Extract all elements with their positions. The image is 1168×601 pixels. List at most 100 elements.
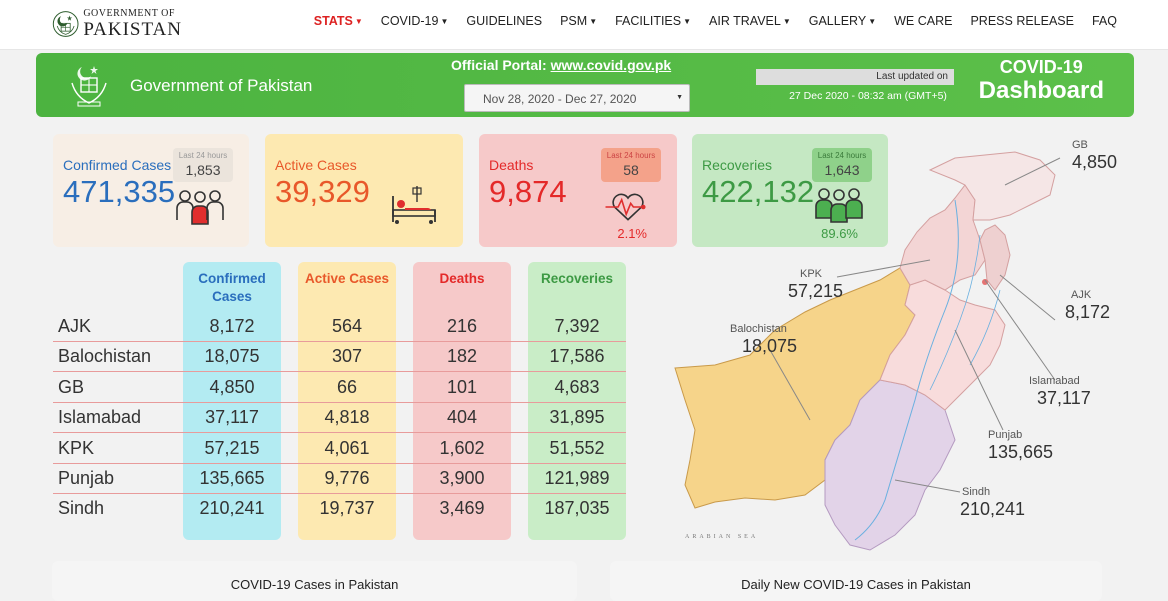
daily-cases-chart-title: Daily New COVID-19 Cases in Pakistan (741, 577, 971, 592)
recoveries-last24-value: 1,643 (824, 162, 860, 178)
chevron-down-icon: ▼ (354, 17, 363, 26)
menu-item-stats[interactable]: STATS ▼ (313, 14, 363, 28)
pakistan-emblem-icon (52, 11, 79, 37)
daily-cases-chart-card: Daily New COVID-19 Cases in Pakistan (610, 561, 1102, 601)
column-header-confirmed: Confirmed Cases (198, 271, 266, 304)
table-row: Balochistan 18,075 307 182 17,586 (53, 342, 626, 372)
chevron-down-icon: ▼ (782, 17, 791, 26)
cases-chart-card: COVID-19 Cases in Pakistan (52, 561, 577, 601)
active-cell: 19,737 (319, 498, 375, 518)
cases-chart-title: COVID-19 Cases in Pakistan (230, 577, 399, 592)
chevron-down-icon: ▼ (440, 17, 449, 26)
recoveries-value: 422,132 (702, 174, 815, 209)
confirmed-cell: 37,117 (205, 407, 259, 427)
top-navbar: GOVERNMENT OF PAKISTAN STATS ▼ COVID-19 ▼ … (0, 0, 1168, 50)
table-row: AJK 8,172 564 216 7,392 (53, 312, 626, 342)
dashboard-title-line2: Dashboard (978, 76, 1104, 104)
dashboard-banner: Government of Pakistan Official Portal: … (36, 53, 1134, 117)
map-region-gb (928, 151, 1056, 221)
column-header-active: Active Cases (304, 271, 390, 286)
people-group-icon (176, 190, 224, 225)
active-cell: 564 (331, 316, 363, 336)
menu-item-faq[interactable]: FAQ (1091, 14, 1117, 28)
chevron-down-icon: ▼ (868, 17, 877, 26)
dashboard-title: COVID-19 Dashboard (978, 57, 1104, 104)
table-row: Punjab 135,665 9,776 3,900 121,989 (53, 464, 626, 494)
deaths-cell: 3,900 (439, 468, 485, 488)
recoveries-cell: 4,683 (554, 377, 600, 397)
region-name: Balochistan (58, 346, 152, 366)
menu-item-psm[interactable]: PSM ▼ (560, 14, 598, 28)
recoveries-cell: 7,392 (554, 316, 600, 336)
confirmed-cell: 18,075 (204, 346, 260, 366)
active-cases-label: Active Cases (275, 157, 357, 173)
confirmed-cases-value: 471,335 (63, 174, 176, 209)
last24-label: Last 24 hours (178, 151, 228, 160)
active-cell: 307 (331, 346, 363, 366)
menu-item-we-care[interactable]: WE CARE (894, 14, 953, 28)
confirmed-last24-value: 1,853 (185, 162, 221, 178)
dropdown-arrow-icon: ▼ (676, 94, 683, 101)
active-cell: 9,776 (324, 468, 370, 488)
map-region-sindh (824, 379, 956, 551)
chevron-down-icon: ▼ (589, 17, 598, 26)
confirmed-cell: 135,665 (199, 468, 265, 488)
arabian-sea-label: ARABIAN SEA (685, 534, 758, 540)
map-label-balochistan: Balochistan 18,075 (730, 323, 798, 356)
map-label-kpk: KPK 57,215 (788, 268, 844, 301)
map-label-ajk: AJK 8,172 (1065, 289, 1111, 322)
map-label-gb: GB 4,850 (1072, 139, 1118, 172)
region-name: KPK (58, 438, 95, 458)
map-label-islamabad: Islamabad 37,117 (1029, 375, 1091, 408)
deaths-label: Deaths (489, 157, 534, 173)
recoveries-cell: 31,895 (549, 407, 605, 427)
map-region-ajk (979, 224, 1011, 291)
deaths-card: Deaths 9,874 Last 24 hours 58 2.1% (479, 134, 677, 247)
confirmed-cases-card: Confirmed Cases 471,335 Last 24 hours 1,… (53, 134, 249, 247)
table-row: GB 4,850 66 101 4,683 (53, 373, 626, 403)
active-cases-value: 39,329 (275, 174, 370, 209)
region-name: Punjab (58, 468, 115, 488)
menu-item-facilities[interactable]: FACILITIES ▼ (615, 14, 692, 28)
menu-item-press-release[interactable]: PRESS RELEASE (970, 14, 1074, 28)
pakistan-map-graphic: ARABIAN SEA (674, 151, 1061, 551)
active-cell: 4,818 (324, 407, 370, 427)
confirmed-last24-box: Last 24 hours 1,853 (173, 148, 233, 182)
recoveries-cell: 187,035 (544, 498, 610, 518)
portal-label: Official Portal: (451, 57, 547, 73)
table-row: Sindh 210,241 19,737 3,469 187,035 (53, 494, 626, 524)
logo-text-line1: GOVERNMENT OF (83, 8, 175, 19)
heartbeat-icon (605, 193, 646, 221)
chevron-down-icon: ▼ (683, 17, 692, 26)
deaths-cell: 1,602 (439, 438, 485, 458)
portal-link[interactable]: www.covid.gov.pk (550, 57, 672, 73)
recoveries-percentage: 89.6% (821, 226, 858, 241)
logo-text-line2: PAKISTAN (83, 19, 182, 40)
last24-label: Last 24 hours (606, 151, 656, 160)
confirmed-cases-label: Confirmed Cases (63, 157, 172, 173)
menu-item-covid19[interactable]: COVID-19 ▼ (380, 14, 449, 28)
dashboard-title-line1: COVID-19 (999, 57, 1083, 77)
official-portal: Official Portal: www.covid.gov.pk (451, 57, 671, 73)
menu-item-air-travel[interactable]: AIR TRAVEL ▼ (709, 14, 791, 28)
pakistan-map[interactable]: ARABIAN SEA GB 4,850 KPK 57,215 AJK 8,17… (655, 140, 1135, 570)
deaths-value: 9,874 (489, 174, 567, 209)
deaths-percentage: 2.1% (617, 226, 647, 241)
state-emblem-icon (71, 66, 107, 107)
hospital-bed-icon (392, 186, 436, 224)
recoveries-card: Recoveries 422,132 Last 24 hours 1,643 8… (692, 134, 888, 247)
confirmed-cell: 210,241 (199, 498, 265, 518)
region-name: AJK (58, 316, 92, 336)
map-label-punjab: Punjab 135,665 (988, 429, 1054, 462)
deaths-cell: 101 (446, 377, 478, 397)
column-header-recoveries: Recoveries (540, 271, 614, 286)
menu-item-guidelines[interactable]: GUIDELINES (466, 14, 543, 28)
date-range-select[interactable]: Nov 28, 2020 - Dec 27, 2020 ▼ (464, 84, 690, 112)
menu-item-gallery[interactable]: GALLERY ▼ (808, 14, 877, 28)
site-logo[interactable]: GOVERNMENT OF PAKISTAN (52, 2, 182, 46)
deaths-last24-box: Last 24 hours 58 (601, 148, 661, 182)
region-name: Sindh (58, 498, 105, 518)
last24-label: Last 24 hours (817, 151, 867, 160)
map-label-sindh: Sindh 210,241 (960, 486, 1026, 519)
recovered-people-icon (815, 188, 863, 223)
